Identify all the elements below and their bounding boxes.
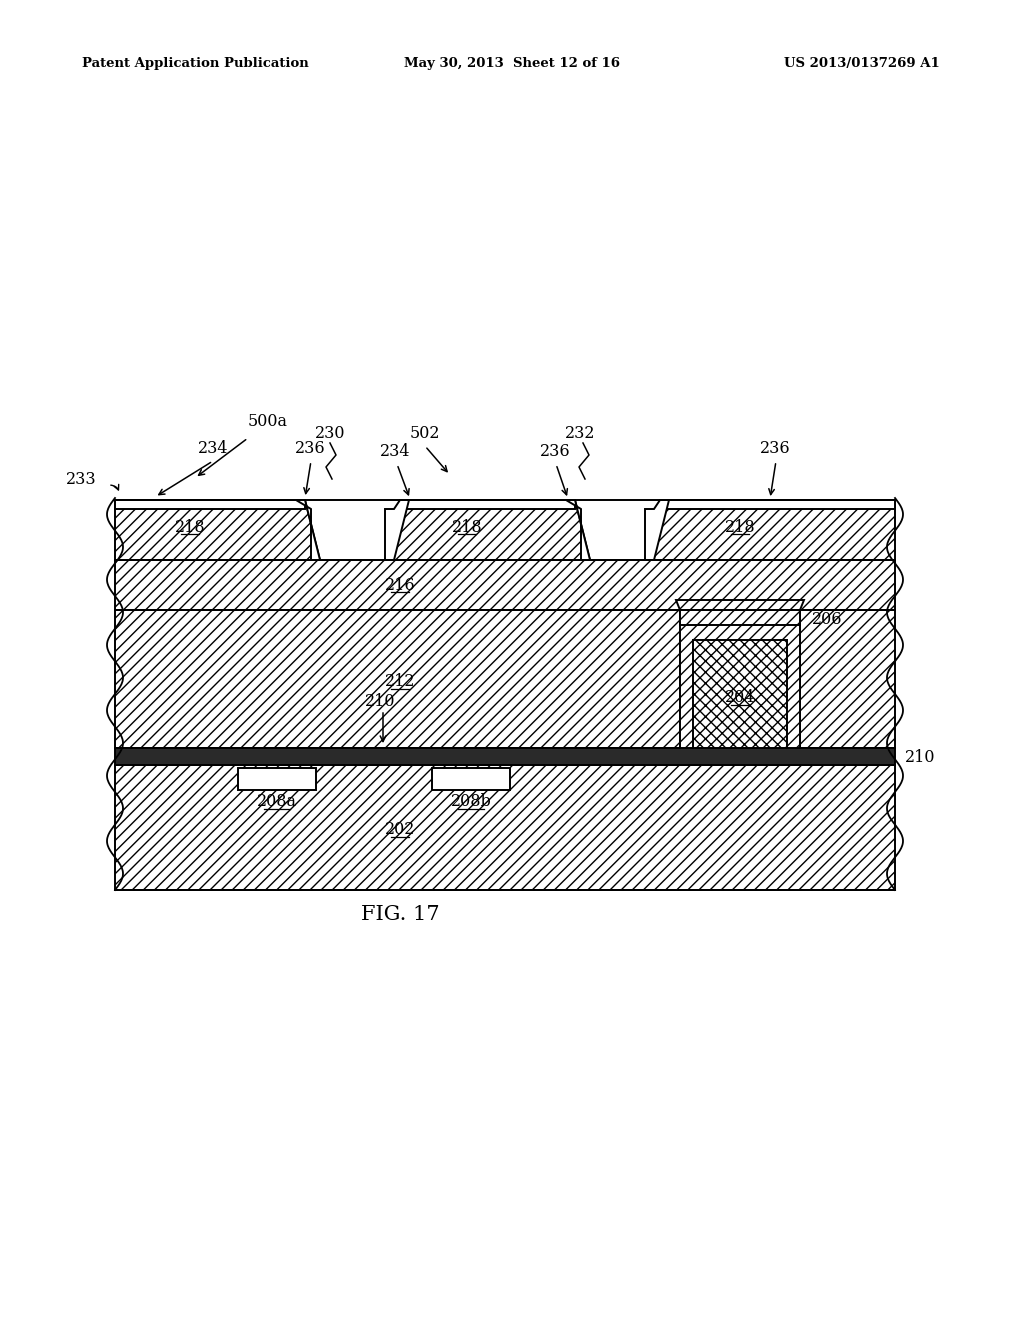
Text: 218: 218 <box>175 519 206 536</box>
Text: 208a: 208a <box>257 793 297 810</box>
Text: 206: 206 <box>812 611 843 628</box>
Text: 502: 502 <box>410 425 440 442</box>
Polygon shape <box>432 768 510 789</box>
Polygon shape <box>385 500 409 560</box>
Text: 236: 236 <box>540 444 570 459</box>
Polygon shape <box>693 640 787 748</box>
Text: May 30, 2013  Sheet 12 of 16: May 30, 2013 Sheet 12 of 16 <box>404 57 620 70</box>
Text: 218: 218 <box>725 519 756 536</box>
Polygon shape <box>238 768 316 789</box>
Text: 236: 236 <box>295 440 326 457</box>
Polygon shape <box>660 500 895 510</box>
Polygon shape <box>115 500 305 510</box>
Text: 233: 233 <box>67 471 97 488</box>
Text: Patent Application Publication: Patent Application Publication <box>82 57 309 70</box>
Polygon shape <box>680 610 800 624</box>
Text: 204: 204 <box>725 689 755 706</box>
Polygon shape <box>645 500 669 560</box>
Polygon shape <box>676 601 804 748</box>
Polygon shape <box>115 766 895 890</box>
Polygon shape <box>296 500 319 560</box>
Polygon shape <box>115 560 895 610</box>
Text: 234: 234 <box>380 444 411 459</box>
Text: 210: 210 <box>365 693 395 710</box>
Text: 212: 212 <box>385 673 416 690</box>
Polygon shape <box>645 500 895 560</box>
Text: 230: 230 <box>314 425 345 442</box>
Polygon shape <box>680 640 693 748</box>
Text: 202: 202 <box>385 821 415 838</box>
Text: 236: 236 <box>760 440 791 457</box>
Text: FIG. 17: FIG. 17 <box>360 906 439 924</box>
Text: 232: 232 <box>565 425 595 442</box>
Polygon shape <box>400 500 575 510</box>
Polygon shape <box>566 500 590 560</box>
Polygon shape <box>787 640 800 748</box>
Polygon shape <box>385 500 590 560</box>
Text: 210: 210 <box>905 748 936 766</box>
Text: 218: 218 <box>452 519 482 536</box>
Text: 234: 234 <box>198 440 228 457</box>
Text: US 2013/0137269 A1: US 2013/0137269 A1 <box>784 57 940 70</box>
Text: 208b: 208b <box>451 793 492 810</box>
Text: 500a: 500a <box>248 413 288 430</box>
Text: 216: 216 <box>385 577 416 594</box>
Polygon shape <box>115 748 895 766</box>
Polygon shape <box>115 610 895 748</box>
Polygon shape <box>115 500 319 560</box>
